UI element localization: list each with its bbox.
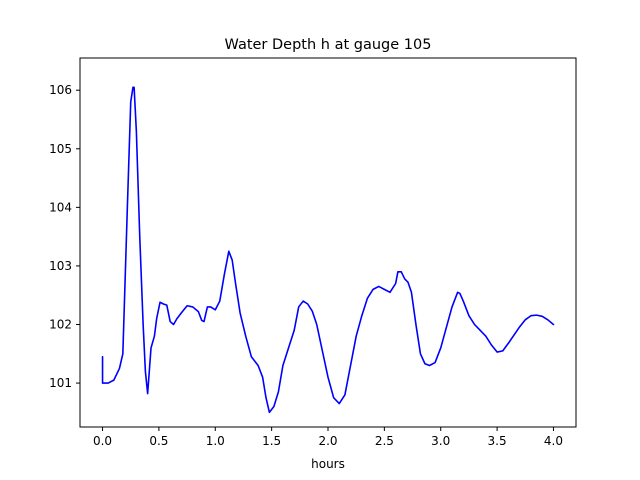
y-tick-label-4: 105 xyxy=(49,142,72,156)
y-tick-label-5: 106 xyxy=(49,83,72,97)
y-tick-label-2: 103 xyxy=(49,259,72,273)
x-tick-label-6: 3.0 xyxy=(431,434,450,448)
x-tick-label-7: 3.5 xyxy=(488,434,507,448)
x-tick-label-4: 2.0 xyxy=(318,434,337,448)
y-tick-label-3: 104 xyxy=(49,200,72,214)
y-tick-label-0: 101 xyxy=(49,376,72,390)
x-tick-label-1: 0.5 xyxy=(149,434,168,448)
x-tick-label-2: 1.0 xyxy=(206,434,225,448)
x-tick-label-0: 0.0 xyxy=(93,434,112,448)
x-axis-label: hours xyxy=(311,457,345,471)
x-tick-label-8: 4.0 xyxy=(544,434,563,448)
x-tick-label-3: 1.5 xyxy=(262,434,281,448)
chart-title: Water Depth h at gauge 105 xyxy=(225,37,432,53)
y-tick-label-1: 102 xyxy=(49,318,72,332)
series-line-0 xyxy=(101,86,555,414)
x-tick-label-5: 2.5 xyxy=(375,434,394,448)
